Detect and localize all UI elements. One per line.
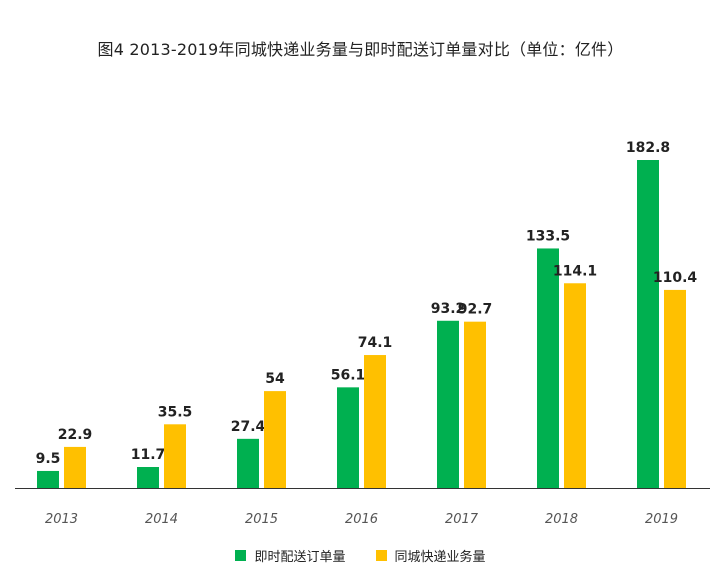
bar-city-express-2013 <box>64 446 86 488</box>
bar-instant-delivery-2013 <box>37 470 59 488</box>
x-tick-label-2019: 2019 <box>645 512 678 527</box>
bar-instant-delivery-2017 <box>437 320 459 488</box>
data-label-city-express-2014: 35.5 <box>158 404 193 420</box>
legend-swatch-instant-delivery <box>235 550 247 561</box>
x-tick-label-2013: 2013 <box>45 512 78 527</box>
legend-item-instant-delivery: 即时配送订单量 <box>235 546 346 565</box>
data-label-instant-delivery-2016: 56.1 <box>331 367 366 383</box>
data-label-instant-delivery-2013: 9.5 <box>36 451 61 467</box>
bar-city-express-2019 <box>664 289 686 488</box>
data-label-city-express-2013: 22.9 <box>58 427 93 443</box>
chart-title: 图4 2013-2019年同城快递业务量与即时配送订单量对比（单位：亿件） <box>97 40 624 59</box>
data-label-instant-delivery-2014: 11.7 <box>131 447 166 463</box>
bar-city-express-2015 <box>264 391 286 488</box>
legend-item-city-express: 同城快递业务量 <box>375 546 486 565</box>
data-label-instant-delivery-2018: 133.5 <box>526 228 570 244</box>
data-label-city-express-2019: 110.4 <box>653 270 698 286</box>
data-label-instant-delivery-2015: 27.4 <box>231 419 266 435</box>
bar-instant-delivery-2015 <box>237 438 259 488</box>
legend-label-instant-delivery: 即时配送订单量 <box>254 550 346 565</box>
data-label-city-express-2018: 114.1 <box>553 263 597 279</box>
bar-city-express-2014 <box>164 424 186 488</box>
x-tick-label-2015: 2015 <box>245 512 278 527</box>
bar-city-express-2016 <box>364 355 386 488</box>
bar-instant-delivery-2018 <box>537 248 559 488</box>
x-tick-label-2016: 2016 <box>345 512 378 527</box>
bar-instant-delivery-2014 <box>137 467 159 488</box>
bar-city-express-2018 <box>564 283 586 488</box>
legend: 即时配送订单量 同城快递业务量 <box>0 546 721 565</box>
bar-city-express-2017 <box>464 321 486 488</box>
data-label-city-express-2017: 92.7 <box>458 302 493 318</box>
data-label-city-express-2016: 74.1 <box>358 335 393 351</box>
data-label-city-express-2015: 54 <box>265 371 285 387</box>
data-label-instant-delivery-2019: 182.8 <box>626 140 670 156</box>
data-label-instant-delivery-2017: 93.2 <box>431 301 466 317</box>
legend-label-city-express: 同城快递业务量 <box>394 550 486 565</box>
x-tick-label-2018: 2018 <box>545 512 578 527</box>
x-tick-label-2014: 2014 <box>145 512 178 527</box>
legend-swatch-city-express <box>375 550 387 561</box>
x-tick-label-2017: 2017 <box>445 512 479 527</box>
bar-instant-delivery-2019 <box>637 160 659 488</box>
bar-instant-delivery-2016 <box>337 387 359 488</box>
